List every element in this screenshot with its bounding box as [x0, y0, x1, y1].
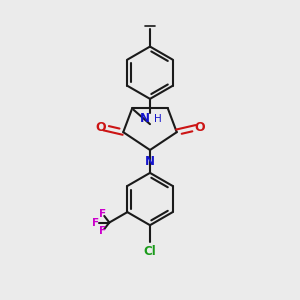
Text: F: F: [99, 208, 106, 219]
Text: F: F: [92, 218, 100, 227]
Text: F: F: [99, 226, 106, 236]
Text: N: N: [140, 112, 150, 125]
Text: Cl: Cl: [144, 245, 156, 258]
Text: N: N: [145, 155, 155, 168]
Text: O: O: [95, 121, 106, 134]
Text: H: H: [154, 114, 162, 124]
Text: O: O: [194, 121, 205, 134]
